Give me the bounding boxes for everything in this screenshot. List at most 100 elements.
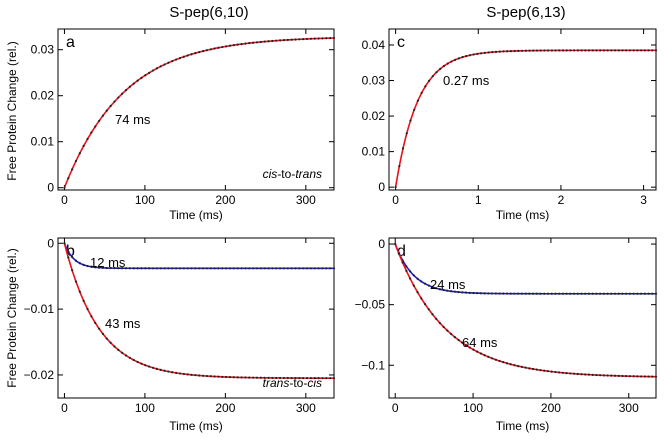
data-point-a-0-49 <box>252 41 255 44</box>
data-point-b-0-66 <box>317 267 320 270</box>
data-point-d-0-19 <box>464 291 468 294</box>
data-point-a-0-70 <box>332 36 336 40</box>
data-point-d-1-46 <box>565 372 568 375</box>
data-point-b-0-57 <box>282 267 286 270</box>
data-point-b-0-65 <box>313 267 316 270</box>
data-point-b-0-42 <box>225 267 228 270</box>
data-point-c-0-24 <box>483 51 486 54</box>
data-point-b-1-56 <box>278 376 282 380</box>
data-point-b-1-69 <box>329 377 332 380</box>
data-point-d-0-44 <box>558 292 561 295</box>
data-point-c-0-45 <box>561 49 565 52</box>
data-point-d-0-15 <box>450 290 453 293</box>
data-point-d-0-12 <box>438 288 442 291</box>
data-point-b-1-59 <box>290 376 293 380</box>
data-point-b-1-11 <box>105 337 108 340</box>
data-point-c-0-50 <box>580 49 583 52</box>
data-point-d-1-34 <box>520 365 523 368</box>
data-point-d-0-36 <box>528 292 531 295</box>
data-point-a-0-63 <box>305 37 309 41</box>
data-point-a-0-36 <box>201 50 205 53</box>
data-point-d-0-55 <box>599 292 602 295</box>
data-point-b-1-44 <box>232 376 235 379</box>
data-point-b-0-24 <box>155 267 158 270</box>
data-point-b-0-53 <box>267 267 270 270</box>
data-point-a-0-19 <box>136 79 139 82</box>
data-point-b-0-44 <box>232 267 235 270</box>
data-point-c-0-44 <box>558 49 561 52</box>
data-point-b-1-45 <box>236 376 239 379</box>
data-point-c-0-62 <box>625 49 628 52</box>
data-point-b-1-24 <box>155 367 158 371</box>
data-point-d-1-21 <box>472 348 475 351</box>
data-point-d-1-5 <box>412 284 415 287</box>
data-point-b-1-50 <box>255 376 259 379</box>
data-point-d-0-51 <box>584 292 587 295</box>
data-point-b-0-17 <box>128 267 131 270</box>
data-point-c-0-16 <box>454 58 457 61</box>
data-point-a-0-25 <box>159 65 162 68</box>
data-point-d-0-21 <box>472 291 475 295</box>
ytick-label-b-2: −0.02 <box>24 368 55 382</box>
data-point-d-1-26 <box>490 357 494 360</box>
ytick-label-a-3: 0.03 <box>31 43 55 57</box>
data-point-d-1-51 <box>584 373 587 376</box>
data-point-d-0-27 <box>494 292 497 295</box>
data-point-d-1-41 <box>546 370 550 373</box>
tau-annotation-c-0: 0.27 ms <box>443 73 490 88</box>
data-point-d-1-53 <box>591 373 594 376</box>
data-point-c-0-65 <box>636 49 639 52</box>
xtick-label-d-2: 200 <box>541 401 561 415</box>
data-point-b-0-25 <box>159 267 162 270</box>
data-point-b-1-61 <box>298 376 301 380</box>
data-point-b-0-22 <box>148 267 151 270</box>
tau-annotation-d-1: 64 ms <box>462 335 498 350</box>
data-point-c-0-46 <box>565 49 568 52</box>
data-point-b-0-48 <box>248 267 251 270</box>
data-point-b-0-32 <box>186 267 189 270</box>
data-point-d-1-64 <box>632 375 635 378</box>
data-point-c-0-69 <box>651 49 654 52</box>
data-point-b-1-20 <box>140 362 143 365</box>
panel-b: 0 100 200 300 0 −0.01 −0.02 Time (ms) b 12 ms 43 m… <box>24 236 336 433</box>
data-point-d-1-70 <box>654 375 658 378</box>
data-point-a-0-38 <box>209 48 212 51</box>
data-point-b-0-59 <box>290 267 293 270</box>
data-point-d-1-47 <box>569 372 572 375</box>
data-point-d-1-12 <box>438 321 442 325</box>
data-point-a-0-4 <box>78 152 81 155</box>
data-point-a-0-51 <box>259 40 262 44</box>
data-point-a-0-15 <box>121 92 124 95</box>
data-point-c-0-34 <box>520 49 524 52</box>
data-point-b-0-1 <box>67 250 70 253</box>
data-point-d-0-40 <box>543 292 546 295</box>
data-point-b-0-20 <box>140 267 143 270</box>
data-point-c-0-5 <box>413 108 416 111</box>
data-point-d-1-25 <box>487 355 490 358</box>
data-point-c-0-23 <box>480 52 483 55</box>
data-point-d-1-15 <box>450 332 453 336</box>
data-point-c-0-59 <box>613 49 617 52</box>
data-point-d-0-26 <box>490 292 494 295</box>
data-point-d-0-16 <box>453 290 456 293</box>
data-point-a-0-48 <box>248 42 251 45</box>
data-point-b-0-13 <box>113 267 116 270</box>
data-point-d-0-59 <box>613 292 617 295</box>
data-point-b-0-34 <box>194 267 197 270</box>
data-point-d-1-54 <box>595 373 598 377</box>
data-point-a-0-43 <box>228 44 232 47</box>
data-point-a-0-31 <box>182 55 185 58</box>
data-point-b-1-30 <box>178 372 182 375</box>
data-point-d-0-23 <box>479 292 483 295</box>
data-point-d-0-60 <box>617 292 620 295</box>
data-point-a-0-56 <box>278 39 282 42</box>
data-point-b-1-36 <box>201 374 205 377</box>
data-point-a-0-62 <box>302 38 305 41</box>
data-point-a-0-20 <box>140 76 143 79</box>
data-point-d-0-57 <box>606 292 609 295</box>
data-point-b-0-18 <box>132 267 135 270</box>
data-point-d-1-38 <box>535 368 538 371</box>
ytick-label-d-0: 0 <box>378 237 385 251</box>
data-point-d-1-59 <box>613 374 617 377</box>
